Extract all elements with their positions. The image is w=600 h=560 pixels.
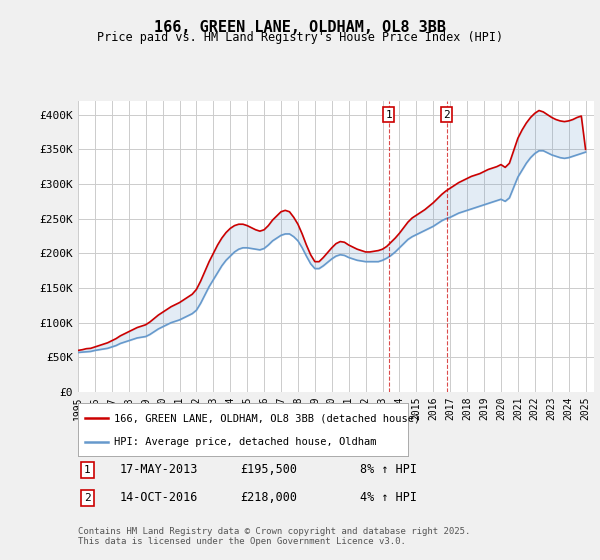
Text: Contains HM Land Registry data © Crown copyright and database right 2025.
This d: Contains HM Land Registry data © Crown c…	[78, 526, 470, 546]
Text: 14-OCT-2016: 14-OCT-2016	[120, 491, 199, 504]
Text: 166, GREEN LANE, OLDHAM, OL8 3BB (detached house): 166, GREEN LANE, OLDHAM, OL8 3BB (detach…	[115, 413, 421, 423]
Text: 166, GREEN LANE, OLDHAM, OL8 3BB: 166, GREEN LANE, OLDHAM, OL8 3BB	[154, 20, 446, 35]
Text: £195,500: £195,500	[240, 463, 297, 476]
Text: 1: 1	[84, 465, 91, 475]
Text: 2: 2	[443, 110, 450, 119]
Text: HPI: Average price, detached house, Oldham: HPI: Average price, detached house, Oldh…	[115, 436, 377, 446]
Text: 4% ↑ HPI: 4% ↑ HPI	[360, 491, 417, 504]
Text: 8% ↑ HPI: 8% ↑ HPI	[360, 463, 417, 476]
Text: 1: 1	[385, 110, 392, 119]
Text: 2: 2	[84, 493, 91, 503]
Text: 17-MAY-2013: 17-MAY-2013	[120, 463, 199, 476]
Text: Price paid vs. HM Land Registry's House Price Index (HPI): Price paid vs. HM Land Registry's House …	[97, 31, 503, 44]
Text: £218,000: £218,000	[240, 491, 297, 504]
